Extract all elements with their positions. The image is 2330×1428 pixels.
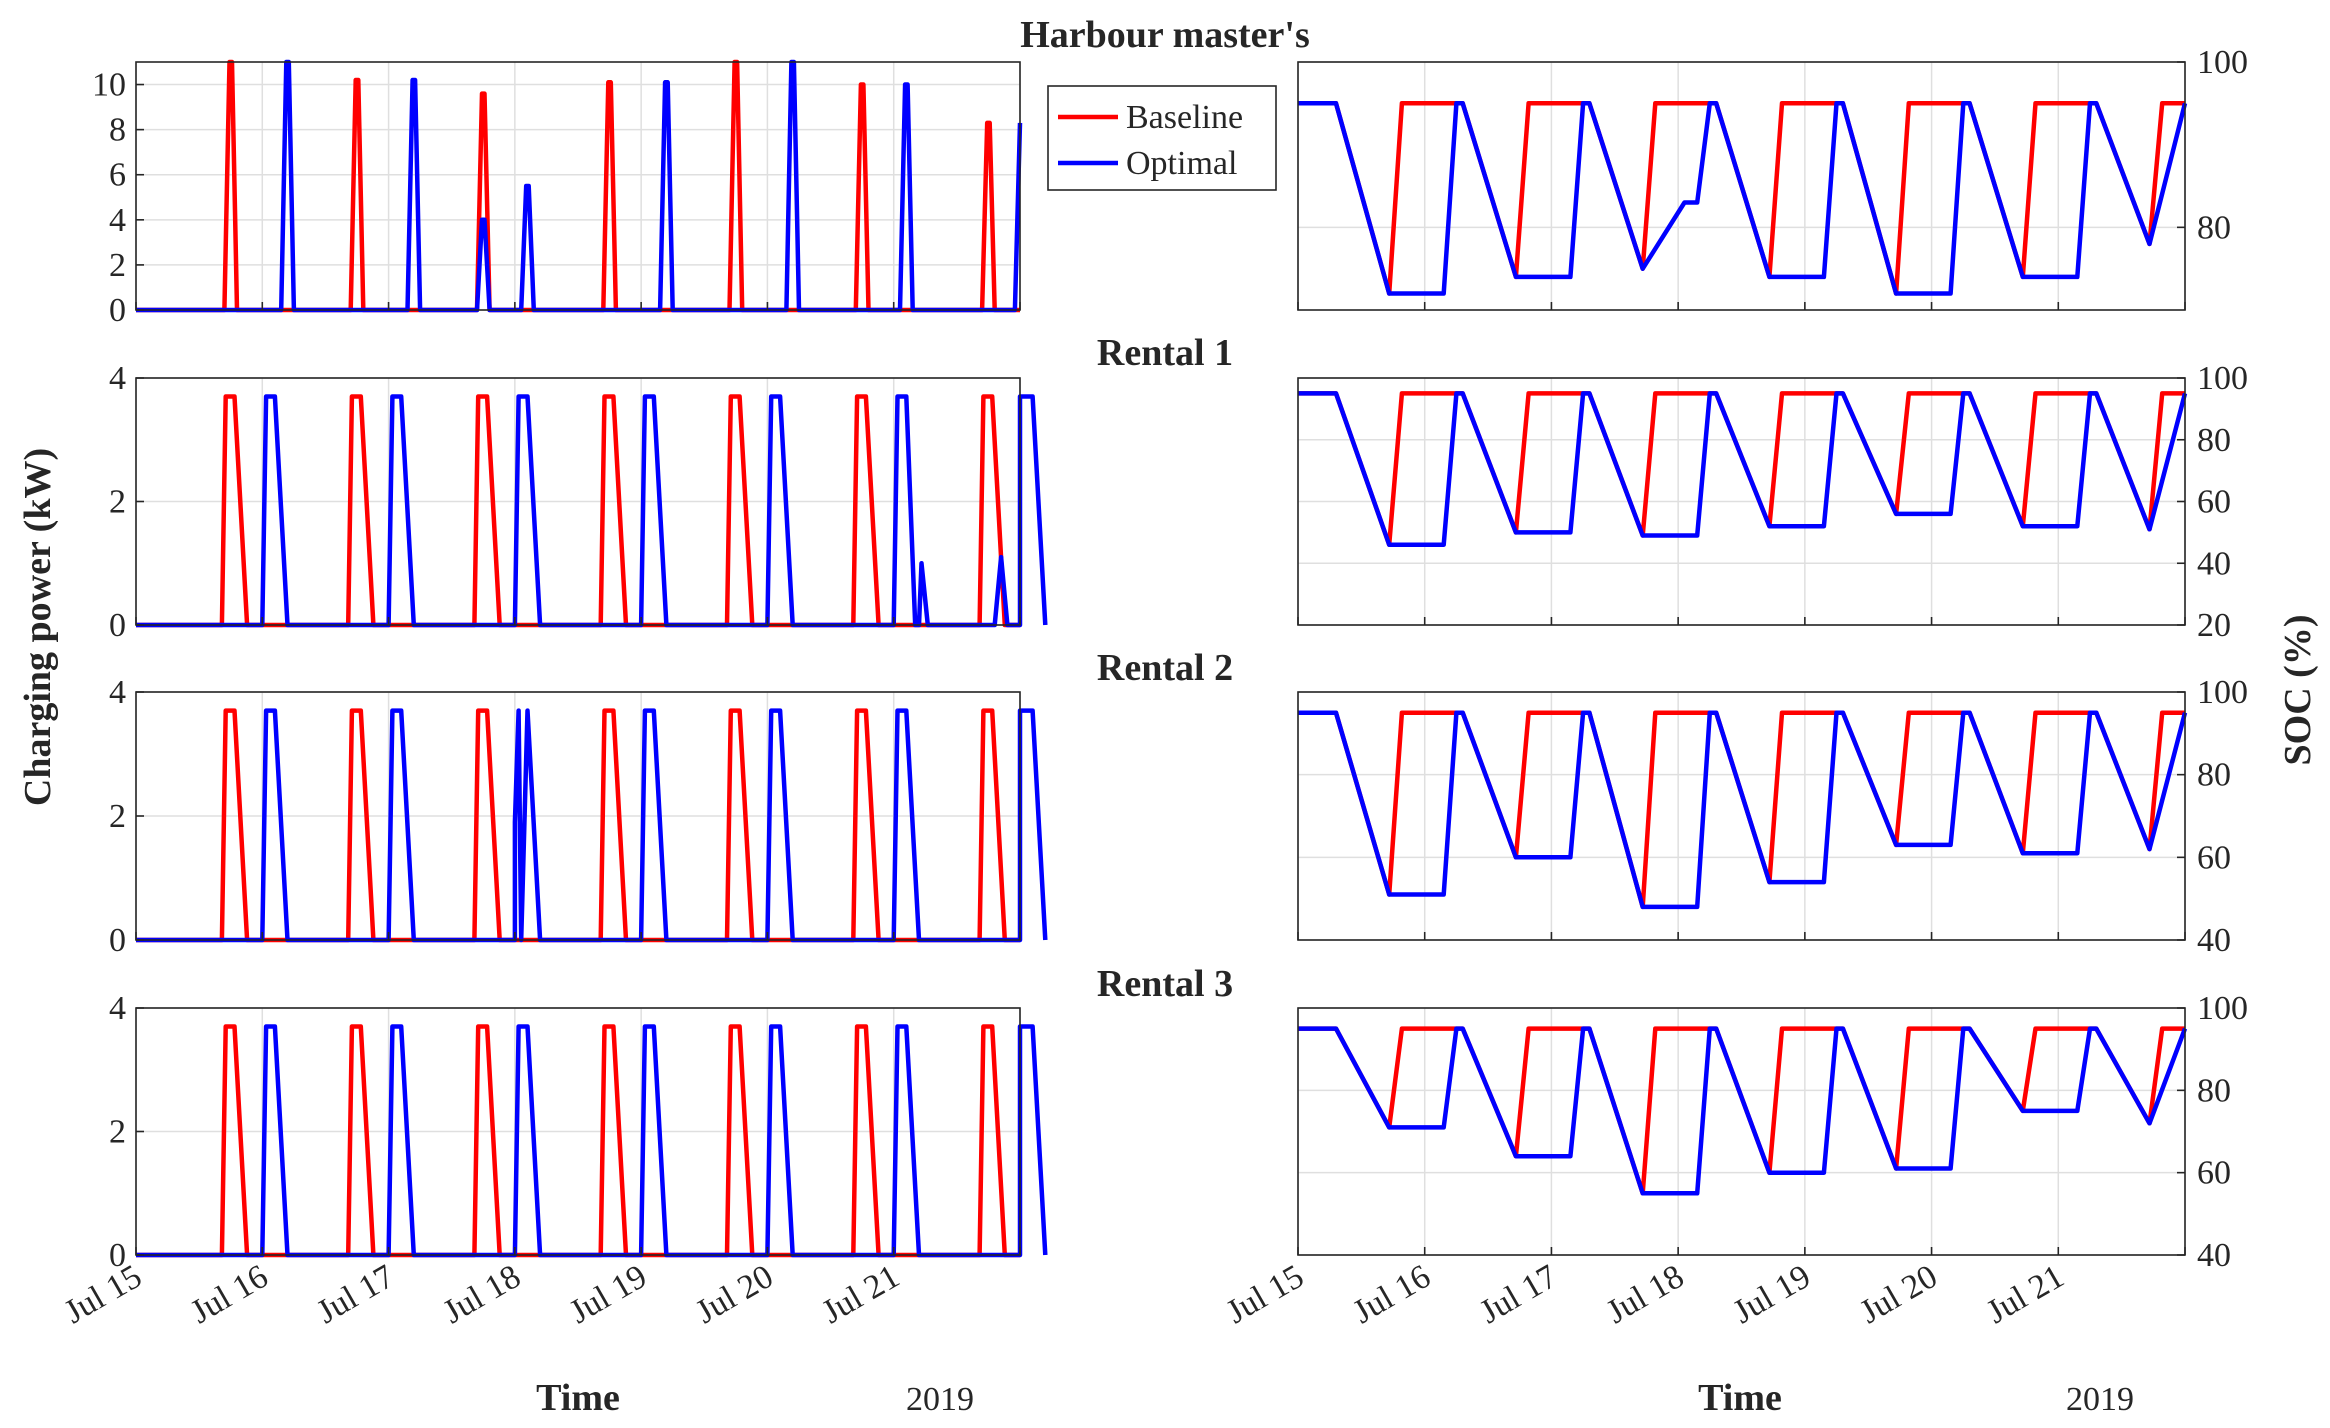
series-baseline-4 [136, 708, 1020, 943]
xtick-label: Jul 17 [311, 1258, 401, 1331]
ytick-label: 80 [2197, 209, 2231, 246]
series-optimal-1 [1298, 101, 2188, 296]
ytick-label: 0 [109, 922, 126, 959]
xtick-label: Jul 16 [1347, 1258, 1437, 1331]
legend-box [1047, 85, 1277, 191]
ytick-label: 100 [2197, 360, 2248, 397]
series-baseline-3 [1298, 391, 2185, 547]
series-baseline-5 [1298, 710, 2185, 910]
axes-box [1297, 61, 2186, 311]
ytick-label: 8 [109, 112, 126, 149]
ytick-label: 10 [92, 67, 126, 104]
ytick-label: 0 [109, 292, 126, 329]
xlabel-right: Time [1698, 1377, 1782, 1419]
series-optimal-0 [136, 59, 1023, 313]
xtick-label: Jul 19 [563, 1258, 653, 1331]
series-baseline-6 [136, 1024, 1020, 1258]
xtick-label: Jul 15 [58, 1258, 148, 1331]
ytick-label: 2 [109, 1114, 126, 1151]
ylabel-left: Charging power (kW) [17, 448, 59, 806]
ytick-label: 4 [109, 360, 126, 397]
axes-box [1297, 691, 2186, 941]
subtitle-harbour-master: Harbour master's [1020, 14, 1310, 56]
xtick-label: Jul 18 [1600, 1258, 1690, 1331]
ytick-label: 40 [2197, 922, 2231, 959]
ytick-label: 2 [109, 484, 126, 521]
series-optimal-3 [1298, 391, 2188, 547]
ytick-label: 100 [2197, 990, 2248, 1027]
year-label-right: 2019 [2066, 1381, 2134, 1418]
xlabel-left: Time [536, 1377, 620, 1419]
ytick-label: 0 [109, 607, 126, 644]
ylabel-right: SOC (%) [2277, 615, 2319, 766]
legend: Baseline Optimal [1047, 85, 1277, 191]
ytick-label: 40 [2197, 545, 2231, 582]
xtick-label: Jul 15 [1220, 1258, 1310, 1331]
series-optimal-7 [1298, 1026, 2188, 1196]
subtitle-rental-2: Rental 2 [1097, 647, 1233, 689]
series-optimal-6 [136, 1024, 1048, 1258]
ytick-label: 100 [2197, 44, 2248, 81]
xtick-label: Jul 20 [690, 1258, 780, 1331]
legend-label-baseline: Baseline [1126, 99, 1243, 136]
axes-box [1297, 1007, 2186, 1256]
xtick-label: Jul 19 [1727, 1258, 1817, 1331]
ytick-label: 60 [2197, 1155, 2231, 1192]
series-optimal-4 [136, 708, 1048, 943]
axes-box [135, 61, 1021, 311]
ytick-label: 80 [2197, 422, 2231, 459]
series-baseline-0 [136, 59, 1020, 313]
ytick-label: 4 [109, 990, 126, 1027]
subtitle-rental-3: Rental 3 [1097, 963, 1233, 1005]
ytick-label: 60 [2197, 484, 2231, 521]
xtick-label: Jul 17 [1474, 1258, 1564, 1331]
xtick-label: Jul 21 [1981, 1258, 2071, 1331]
xtick-label: Jul 18 [437, 1258, 527, 1331]
ytick-label: 20 [2197, 607, 2231, 644]
ytick-label: 4 [109, 674, 126, 711]
series-optimal-2 [136, 394, 1048, 628]
ytick-label: 2 [109, 247, 126, 284]
ytick-label: 80 [2197, 1072, 2231, 1109]
ytick-label: 2 [109, 798, 126, 835]
axes-layer [135, 61, 2186, 1256]
ytick-label: 40 [2197, 1237, 2231, 1274]
ytick-label: 80 [2197, 757, 2231, 794]
ytick-label: 6 [109, 157, 126, 194]
ytick-label: 100 [2197, 674, 2248, 711]
ytick-label: 0 [109, 1237, 126, 1274]
xtick-label: Jul 21 [816, 1258, 906, 1331]
ytick-label: 60 [2197, 839, 2231, 876]
ytick-label: 4 [109, 202, 126, 239]
xtick-label: Jul 20 [1854, 1258, 1944, 1331]
series-baseline-2 [136, 394, 1020, 628]
subtitle-rental-1: Rental 1 [1097, 332, 1233, 374]
series-optimal-5 [1298, 710, 2188, 910]
year-label-left: 2019 [906, 1381, 974, 1418]
series-baseline-1 [1298, 101, 2185, 296]
legend-label-optimal: Optimal [1126, 145, 1237, 182]
xtick-label: Jul 16 [185, 1258, 275, 1331]
